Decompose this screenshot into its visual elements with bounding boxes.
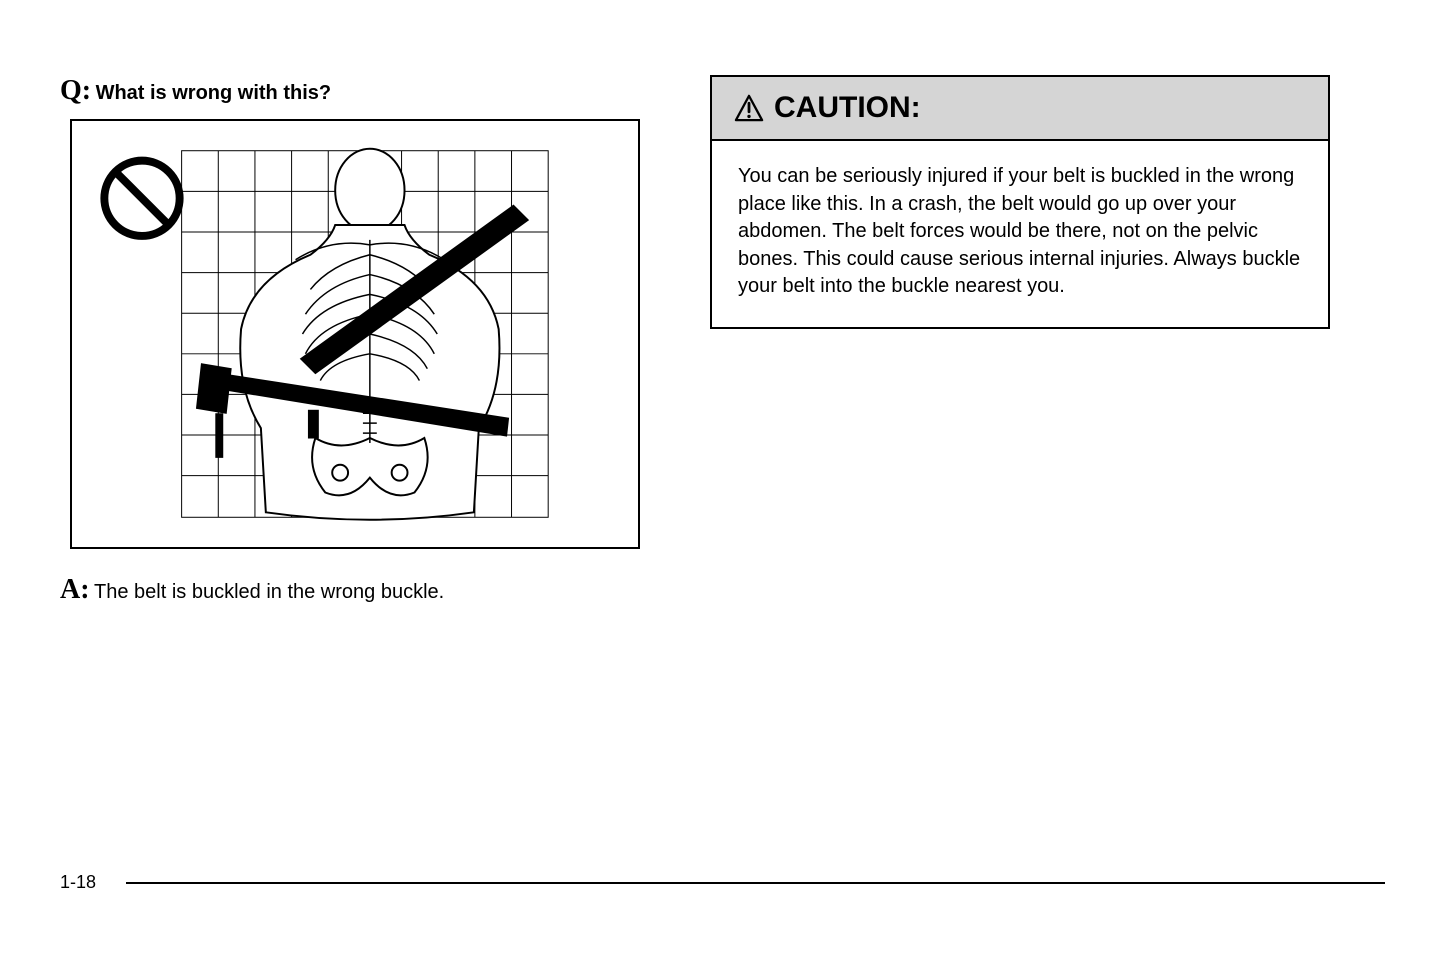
illustration-frame xyxy=(70,119,640,549)
seatbelt-diagram-icon xyxy=(72,121,638,547)
left-column: Q: What is wrong with this? xyxy=(60,75,660,618)
answer-line: A: The belt is buckled in the wrong buck… xyxy=(60,574,660,606)
q-letter: Q: xyxy=(60,75,91,106)
caution-title: CAUTION: xyxy=(774,91,921,125)
a-letter: A: xyxy=(60,574,90,605)
question-line: Q: What is wrong with this? xyxy=(60,75,660,107)
caution-header: CAUTION: xyxy=(712,77,1328,141)
question-text: What is wrong with this? xyxy=(96,82,332,104)
right-column: CAUTION: You can be seriously injured if… xyxy=(710,75,1330,618)
caution-body: You can be seriously injured if your bel… xyxy=(712,141,1328,327)
answer-text: The belt is buckled in the wrong buckle. xyxy=(94,581,444,603)
manual-page: Q: What is wrong with this? xyxy=(0,0,1445,658)
prohibition-icon xyxy=(104,161,179,236)
footer-rule xyxy=(126,882,1385,884)
page-number: 1-18 xyxy=(60,872,96,893)
page-footer: 1-18 xyxy=(60,872,1385,893)
warning-triangle-icon xyxy=(734,94,764,122)
caution-box: CAUTION: You can be seriously injured if… xyxy=(710,75,1330,329)
